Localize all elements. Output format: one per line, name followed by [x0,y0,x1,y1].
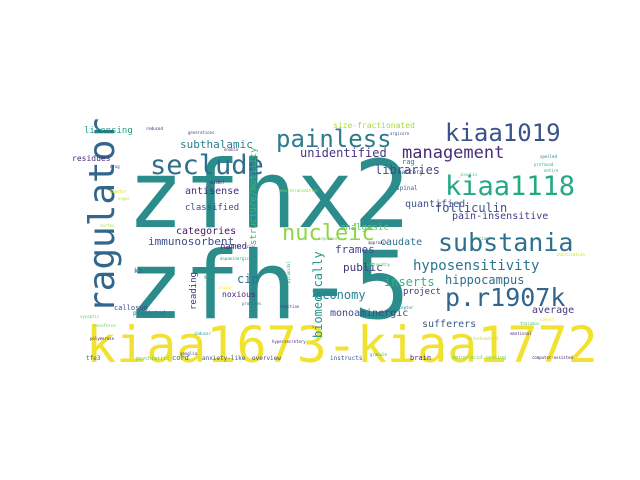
word: enable [224,147,239,152]
word: inserts [384,275,435,289]
word: thalamus [520,321,540,326]
word: hyposensitivity [413,258,539,274]
word: noxious [222,290,256,299]
word: zfh-5 [127,232,410,341]
word: sequences [318,236,340,241]
word: licensing [84,126,133,136]
word: callosum [114,304,148,312]
word: hamster [110,189,127,194]
word: public [343,261,383,274]
word: emotional [510,331,532,336]
word: kiaa1118 [445,171,575,202]
word: neuropathy [366,262,391,267]
word: profiles [242,301,262,306]
word: cord [172,354,189,362]
word: project [403,287,441,297]
word: battery [398,169,424,176]
word: ocular [218,285,233,290]
word: residues [72,154,111,163]
word: inducer [194,331,211,336]
word: nucleic [282,221,375,246]
word: inactivation [556,252,585,257]
word: dopaminergic [220,256,249,261]
word: pyramidal [286,261,291,283]
word: average [532,305,574,316]
word: profound [534,162,554,167]
word: mitochondrial [468,336,500,341]
word: libraries [375,163,440,177]
word: predicted [133,310,166,317]
word: reaction [280,304,300,309]
word: seclude [150,150,264,181]
word: monoaminergic [330,308,408,319]
word: reduced [146,126,163,131]
word: reading [189,272,199,310]
word: entire [544,168,559,173]
word: anxiety-like [202,355,246,362]
word: rag [402,158,415,166]
word: sugar [118,196,131,201]
word: quantified [405,199,465,210]
word: neurotransmitter [280,188,319,193]
word: granule [370,352,387,357]
word: sufferers [422,319,476,330]
word: ragulator [82,118,123,313]
word: cohort [540,317,555,322]
word: pain-insensitive [452,211,548,222]
word: analgesic [340,223,389,233]
word: classified [185,203,239,213]
word: unidentified [300,146,387,160]
word: immunosorbent [148,235,234,248]
word: kb [134,267,142,275]
word: argicore [390,131,410,136]
word: kiaa1019 [445,119,561,147]
word: named [220,242,247,252]
word: reinforce [94,323,116,328]
word: folliculin [435,201,507,215]
word: tfe3 [86,355,101,362]
word: substania [438,228,573,257]
word: mider [210,180,225,186]
word: zfhx2 [127,141,410,250]
word: subthalamic [180,138,253,151]
word: biomedically [311,251,325,338]
word: cip [237,272,259,286]
word: generations [188,130,215,135]
word: p.r1907k [445,283,565,312]
word: drug [110,164,120,169]
word: antisense [185,186,239,197]
word: polymerase [90,336,115,341]
word: psychiatric [136,356,169,362]
word: spelled [540,154,557,159]
word: economy [315,288,366,302]
word: computer-assisted [532,355,574,360]
word: caudate [380,237,422,248]
word: approach [368,240,388,245]
word: insulin [460,172,477,177]
word: kiaa1673-kiaa1772 [86,316,598,374]
word: variant [474,236,491,241]
word: amino-acid-sensing [452,355,506,361]
word: frames [335,243,375,256]
word: ganglia [180,351,197,356]
word: overview [252,355,281,362]
word: structure/motility [249,147,259,245]
word: artificial [232,244,257,249]
word: instructs [330,355,363,362]
word: management [402,143,504,163]
word: receptor [394,305,414,310]
word: brain [410,354,431,362]
word: spinal [396,185,418,192]
word: cortex [100,223,115,228]
word: gaba [204,274,214,279]
word: size-fractionated [333,121,415,130]
word: painless [276,125,392,153]
word: hippocampus [445,273,524,287]
word: categories [176,226,236,237]
word: hypersecretory [272,339,306,344]
word: synaptic [80,314,100,319]
